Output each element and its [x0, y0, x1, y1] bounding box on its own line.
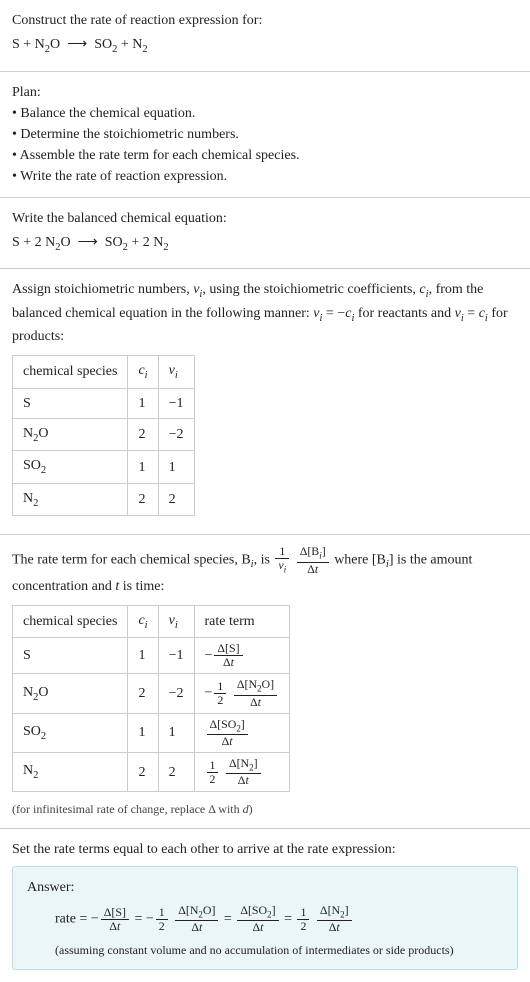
cell-vi: −2: [158, 674, 194, 713]
plan-item: Assemble the rate term for each chemical…: [12, 145, 518, 166]
rateterm-note: (for infinitesimal rate of change, repla…: [12, 800, 518, 818]
cell-species: SO2: [13, 713, 128, 752]
table-row: S 1 −1 −Δ[S]Δt: [13, 638, 290, 674]
plan-item: Balance the chemical equation.: [12, 103, 518, 124]
cell-ci: 1: [128, 713, 158, 752]
col-ci: ci: [128, 605, 158, 638]
table-header-row: chemical species ci νi rate term: [13, 605, 290, 638]
stoich-section: Assign stoichiometric numbers, νi, using…: [0, 269, 530, 534]
prompt-text: Construct the rate of reaction expressio…: [12, 10, 518, 31]
final-section: Set the rate terms equal to each other t…: [0, 829, 530, 981]
table-row: S 1 −1: [13, 388, 195, 418]
cell-rate: −12 Δ[N2O]Δt: [194, 674, 290, 713]
answer-box: Answer: rate = −Δ[S]Δt = −12 Δ[N2O]Δt = …: [12, 866, 518, 969]
cell-ci: 1: [128, 638, 158, 674]
cell-vi: 1: [158, 713, 194, 752]
cell-vi: −1: [158, 638, 194, 674]
cell-vi: 2: [158, 483, 194, 516]
table-row: N2 2 2 12 Δ[N2]Δt: [13, 752, 290, 791]
cell-species: S: [13, 388, 128, 418]
final-intro: Set the rate terms equal to each other t…: [12, 839, 518, 860]
cell-rate: 12 Δ[N2]Δt: [194, 752, 290, 791]
rateterm-table: chemical species ci νi rate term S 1 −1 …: [12, 605, 290, 793]
cell-ci: 1: [128, 388, 158, 418]
cell-ci: 2: [128, 483, 158, 516]
cell-species: N2O: [13, 674, 128, 713]
cell-vi: −2: [158, 418, 194, 451]
col-vi: νi: [158, 356, 194, 389]
cell-ci: 2: [128, 418, 158, 451]
prompt-section: Construct the rate of reaction expressio…: [0, 0, 530, 71]
plan-section: Plan: Balance the chemical equation. Det…: [0, 72, 530, 197]
cell-ci: 2: [128, 752, 158, 791]
col-rate: rate term: [194, 605, 290, 638]
cell-species: S: [13, 638, 128, 674]
table-row: N2O 2 −2 −12 Δ[N2O]Δt: [13, 674, 290, 713]
col-species: chemical species: [13, 605, 128, 638]
plan-list: Balance the chemical equation. Determine…: [12, 103, 518, 187]
cell-species: N2: [13, 483, 128, 516]
rateterm-intro: The rate term for each chemical species,…: [12, 545, 518, 596]
answer-label: Answer:: [27, 877, 503, 898]
cell-rate: Δ[SO2]Δt: [194, 713, 290, 752]
cell-vi: −1: [158, 388, 194, 418]
table-header-row: chemical species ci νi: [13, 356, 195, 389]
answer-equation: rate = −Δ[S]Δt = −12 Δ[N2O]Δt = Δ[SO2]Δt…: [27, 904, 503, 934]
balanced-equation: S + 2 N2O ⟶ SO2 + 2 N2: [12, 232, 518, 256]
plan-title: Plan:: [12, 82, 518, 103]
cell-ci: 2: [128, 674, 158, 713]
table-row: SO2 1 1: [13, 451, 195, 484]
plan-item: Write the rate of reaction expression.: [12, 166, 518, 187]
cell-vi: 2: [158, 752, 194, 791]
cell-species: SO2: [13, 451, 128, 484]
stoich-table: chemical species ci νi S 1 −1 N2O 2 −2 S…: [12, 355, 195, 516]
plan-item: Determine the stoichiometric numbers.: [12, 124, 518, 145]
answer-note: (assuming constant volume and no accumul…: [27, 941, 503, 959]
col-species: chemical species: [13, 356, 128, 389]
cell-vi: 1: [158, 451, 194, 484]
col-ci: ci: [128, 356, 158, 389]
balanced-intro: Write the balanced chemical equation:: [12, 208, 518, 229]
cell-species: N2: [13, 752, 128, 791]
cell-ci: 1: [128, 451, 158, 484]
cell-rate: −Δ[S]Δt: [194, 638, 290, 674]
stoich-intro: Assign stoichiometric numbers, νi, using…: [12, 279, 518, 347]
table-row: N2 2 2: [13, 483, 195, 516]
balanced-section: Write the balanced chemical equation: S …: [0, 198, 530, 269]
table-row: SO2 1 1 Δ[SO2]Δt: [13, 713, 290, 752]
col-vi: νi: [158, 605, 194, 638]
table-row: N2O 2 −2: [13, 418, 195, 451]
cell-species: N2O: [13, 418, 128, 451]
rateterm-section: The rate term for each chemical species,…: [0, 535, 530, 828]
unbalanced-equation: S + N2O ⟶ SO2 + N2: [12, 34, 518, 58]
